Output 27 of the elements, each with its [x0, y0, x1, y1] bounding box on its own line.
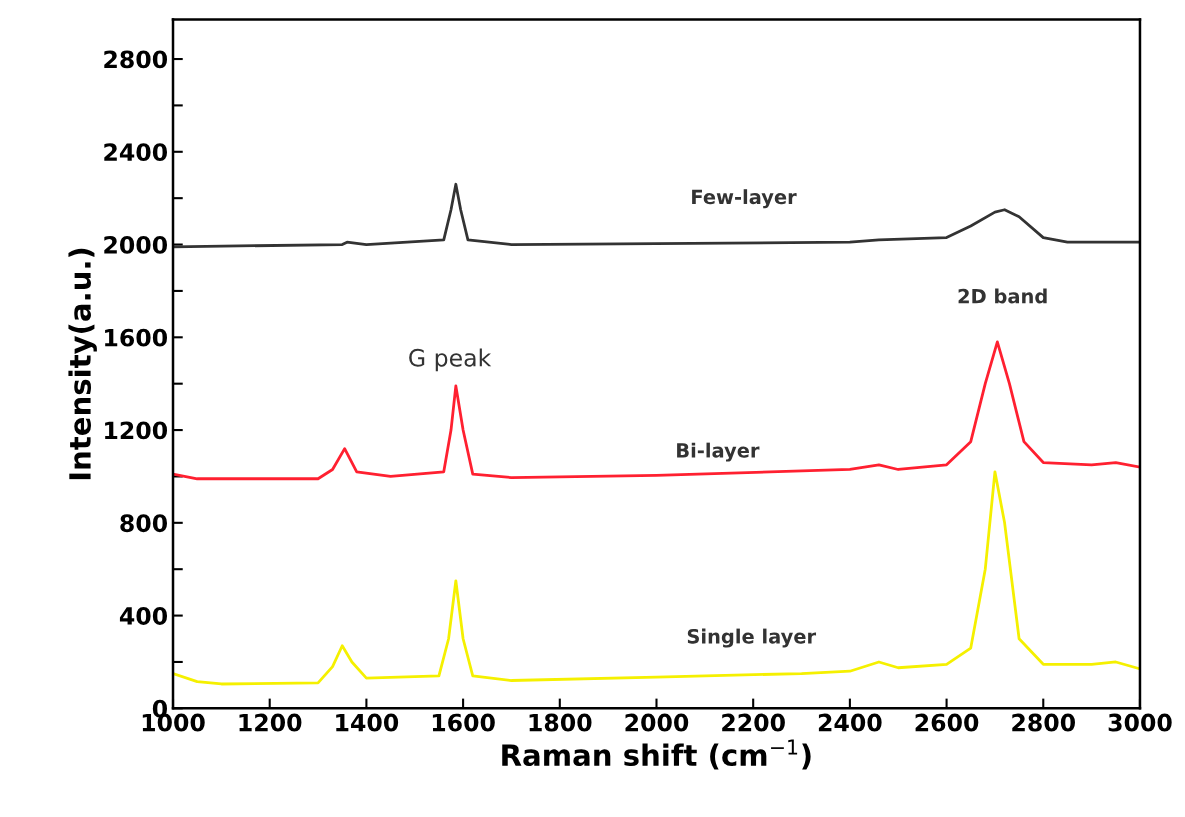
x-tick-label: 3000 — [1108, 713, 1172, 732]
y-tick-label: 400 — [119, 607, 168, 625]
x-tick-label: 1800 — [529, 713, 592, 732]
y-tick-label: 1200 — [105, 421, 168, 440]
x-tick-label: 1400 — [336, 713, 399, 732]
line-series — [173, 340, 1140, 481]
annotation: 2D band — [958, 288, 1047, 304]
y-axis-title: Intensity(a.u.) — [68, 248, 97, 480]
x-tick-label: 2600 — [915, 713, 979, 732]
y-tick-label: 800 — [120, 514, 168, 533]
x-tick-label: 2000 — [625, 713, 689, 732]
line-series — [173, 182, 1140, 249]
x-tick-label: 1600 — [432, 713, 495, 732]
x-axis-title: Raman shift (cm$^{−1}$) — [502, 739, 811, 770]
y-tick-label: 2800 — [104, 50, 168, 69]
line-series — [173, 470, 1140, 686]
x-tick-label: 2400 — [818, 713, 882, 732]
annotation: G peak — [409, 348, 492, 372]
x-tick-label: 1200 — [239, 713, 302, 732]
x-tick-label: 2800 — [1012, 713, 1075, 732]
y-tick-label: 2400 — [104, 143, 168, 162]
x-tick-label: 2200 — [722, 713, 785, 732]
y-tick-label: 1600 — [105, 328, 168, 347]
annotation: Few-layer — [692, 189, 797, 209]
y-tick-label: 2000 — [104, 235, 168, 254]
annotation: Single layer — [687, 628, 817, 648]
annotation: Bi-layer — [677, 442, 760, 462]
